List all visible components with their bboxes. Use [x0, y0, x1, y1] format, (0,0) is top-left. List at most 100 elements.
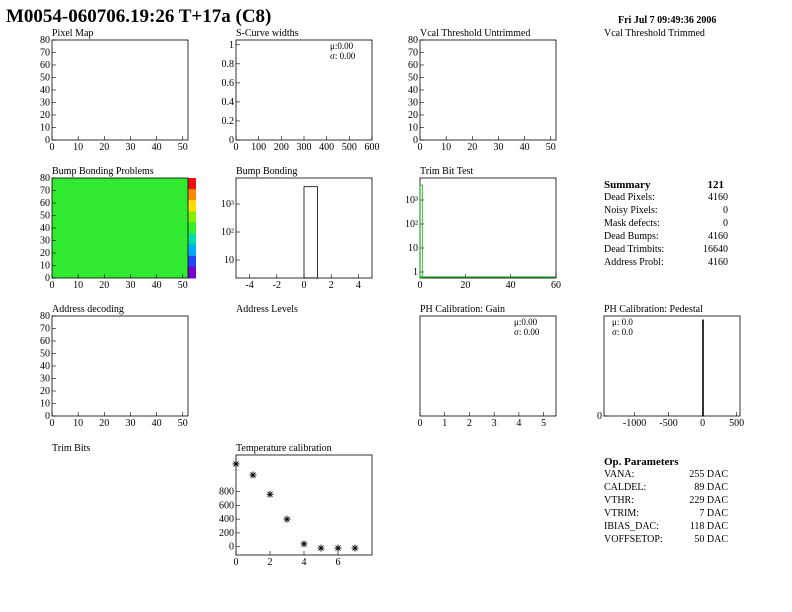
chart-title: Temperature calibration — [236, 443, 332, 454]
color-scale-bin — [188, 233, 196, 246]
color-scale-bin — [188, 266, 196, 279]
chart-title: S-Curve widths — [236, 28, 299, 39]
y-tick-label: 60 — [40, 198, 50, 209]
histogram-bin — [702, 319, 704, 417]
chart-title: Bump Bonding Problems — [52, 166, 154, 177]
y-tick-label: 40 — [408, 85, 418, 96]
chart-title: Vcal Threshold Trimmed — [604, 28, 705, 39]
y-tick-label: 0.8 — [222, 59, 235, 70]
y-tick-label: 60 — [40, 60, 50, 71]
y-tick-label: 1 — [413, 267, 418, 278]
op-parameter-label: VTHR: — [604, 495, 634, 506]
x-tick-label: 50 — [178, 142, 188, 153]
summary-label: Dead Pixels: — [604, 192, 655, 203]
y-tick-label: 30 — [40, 374, 50, 385]
chart-title: PH Calibration: Gain — [420, 304, 505, 315]
y-tick-label: 30 — [40, 98, 50, 109]
chart-title: Vcal Threshold Untrimmed — [420, 28, 530, 39]
x-tick-label: 30 — [125, 142, 135, 153]
chart-title: Trim Bits — [52, 443, 90, 454]
marker-stroke — [335, 545, 341, 551]
x-tick-label: 20 — [460, 280, 470, 291]
plot-frame — [419, 315, 557, 417]
x-tick-label: 10 — [73, 280, 83, 291]
y-tick-label: 70 — [40, 48, 50, 59]
color-scale-bin — [188, 244, 196, 257]
y-tick-label: 10 — [40, 123, 50, 134]
y-tick-label: 0 — [45, 411, 50, 422]
y-tick-label: 1 — [229, 40, 234, 51]
x-tick-label: 40 — [152, 280, 162, 291]
summary-label: Mask defects: — [604, 218, 660, 229]
y-tick-label: 10³ — [221, 199, 234, 210]
y-tick-label: 0.4 — [222, 97, 235, 108]
y-tick-label: 20 — [40, 110, 50, 121]
x-tick-label: 40 — [506, 280, 516, 291]
stats-label: σ: 0.0 — [612, 327, 633, 337]
op-parameter-value: 118 DAC — [689, 521, 728, 532]
x-tick-label: 4 — [302, 557, 307, 568]
x-tick-label: 30 — [125, 418, 135, 429]
x-tick-label: 40 — [152, 418, 162, 429]
x-tick-label: 1 — [442, 418, 447, 429]
heatmap-grid — [52, 178, 188, 278]
x-tick-label: 20 — [99, 280, 109, 291]
plot-frame — [603, 315, 741, 417]
op-parameter-label: CALDEL: — [604, 482, 647, 493]
scatter-point — [249, 471, 257, 479]
x-tick-label: 400 — [319, 142, 334, 153]
y-tick-label: 50 — [40, 349, 50, 360]
y-tick-label: 30 — [40, 236, 50, 247]
scatter-point — [266, 490, 274, 498]
x-tick-label: 2 — [467, 418, 472, 429]
x-tick-label: -2 — [273, 280, 281, 291]
chart-title: Pixel Map — [52, 28, 93, 39]
x-tick-label: 50 — [546, 142, 556, 153]
stats-label: μ:0.00 — [514, 317, 538, 327]
summary-title: Summary — [604, 179, 651, 191]
y-tick-label: 0.6 — [222, 78, 235, 89]
y-tick-label: 40 — [40, 223, 50, 234]
x-tick-label: 10 — [73, 418, 83, 429]
summary-total: 121 — [707, 179, 725, 191]
color-scale-bin — [188, 222, 196, 235]
op-parameter-label: IBIAS_DAC: — [604, 521, 660, 532]
summary-label: Dead Bumps: — [604, 231, 659, 242]
x-tick-label: 40 — [152, 142, 162, 153]
summary-value: 16640 — [703, 244, 728, 255]
x-tick-label: 10 — [73, 142, 83, 153]
x-tick-label: 0 — [302, 280, 307, 291]
marker-stroke — [318, 545, 324, 551]
x-tick-label: 60 — [551, 280, 561, 291]
color-scale-bin — [188, 178, 196, 190]
x-tick-label: 6 — [336, 557, 341, 568]
op-parameter-label: VANA: — [604, 469, 635, 480]
x-tick-label: 4 — [356, 280, 361, 291]
marker-stroke — [301, 541, 307, 547]
summary-label: Noisy Pixels: — [604, 205, 658, 216]
y-tick-label: 0 — [45, 273, 50, 284]
summary-value: 4160 — [708, 257, 728, 268]
color-scale-bin — [188, 211, 196, 223]
color-scale-bin — [188, 255, 196, 268]
chart-title: Trim Bit Test — [420, 166, 473, 177]
summary-value: 4160 — [708, 231, 728, 242]
scatter-point — [334, 544, 342, 552]
y-tick-label: 50 — [408, 73, 418, 84]
y-tick-label: 0 — [229, 135, 234, 146]
plot-frame — [51, 39, 189, 141]
y-tick-label: 10 — [40, 399, 50, 410]
y-tick-label: 10² — [405, 219, 418, 230]
y-tick-label: 50 — [40, 73, 50, 84]
x-tick-label: 300 — [297, 142, 312, 153]
y-tick-label: 10 — [408, 123, 418, 134]
y-tick-label: 10² — [221, 227, 234, 238]
y-tick-label: 70 — [408, 48, 418, 59]
stats-label: σ: 0.00 — [330, 51, 356, 61]
x-tick-label: 20 — [467, 142, 477, 153]
x-tick-label: -500 — [659, 418, 677, 429]
summary-value: 0 — [723, 205, 728, 216]
op-parameter-label: VOFFSETOP: — [604, 534, 663, 545]
marker-stroke — [352, 545, 358, 551]
